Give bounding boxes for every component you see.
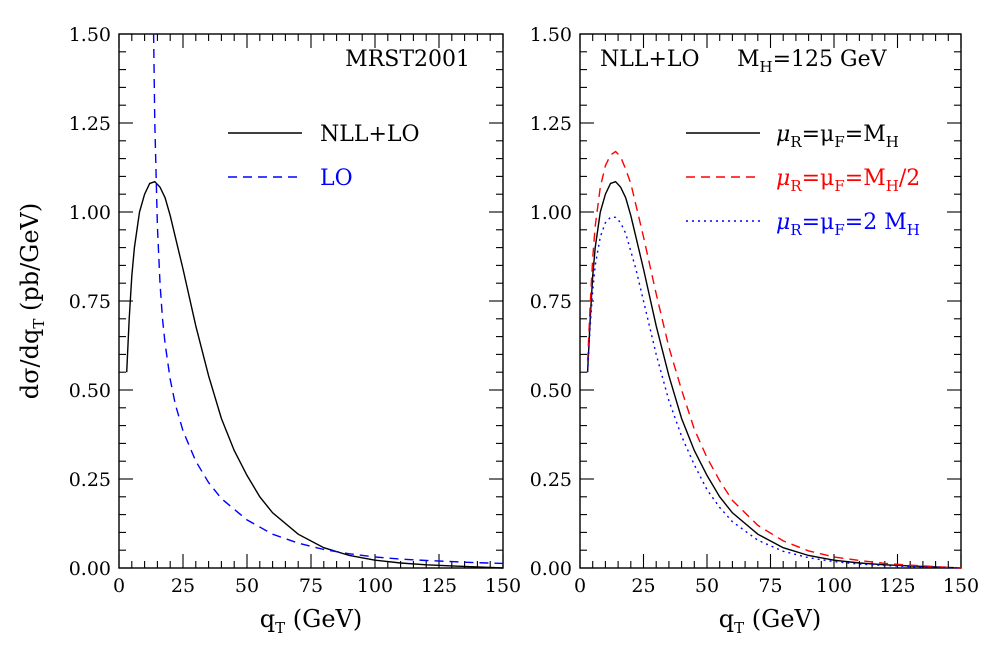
series-line-2 [586,216,962,569]
right-curves [586,150,962,569]
right-panel: 0 25 50 75 100 125 150 0.00 0.25 0.50 0.75 1.00 1.25… [530,24,979,637]
series-line-1 [586,150,962,569]
left-ticks: 0 25 50 75 100 125 150 0.00 0.25 0.50 0.75 1.00 1.25… [69,24,521,597]
legend-label-half-scale: μR=μF=MH/2 [776,166,920,195]
y-tick-label: 1.00 [530,202,572,224]
right-legend: μR=μF=MH μR=μF=MH/2 μR=μF=2 MH [686,122,920,239]
x-tick-label: 75 [299,575,323,597]
x-tick-label: 100 [816,575,852,597]
x-tick-label: 75 [758,575,782,597]
left-y-axis-title: dσ/dqT (pb/GeV) [16,203,48,399]
legend-label-double-scale: μR=μF=2 MH [776,210,920,239]
y-tick-label: 1.25 [530,113,572,135]
right-ticks: 0 25 50 75 100 125 150 0.00 0.25 0.50 0.75 1.00 1.25… [530,24,979,597]
right-panel-title: NLL+LO [600,47,700,72]
x-tick-label: 100 [357,575,393,597]
y-tick-label: 1.50 [69,24,111,46]
right-panel-mass-label: MH=125 GeV [737,47,888,76]
y-tick-label: 0.50 [69,380,111,402]
left-panel: 0 25 50 75 100 125 150 0.00 0.25 0.50 0.75 1.00 1.25… [16,24,521,637]
y-tick-label: 0.25 [530,469,572,491]
left-legend: NLL+LO LO [228,122,420,191]
left-x-axis-title: qT (GeV) [260,605,362,637]
left-curves [126,33,504,569]
left-panel-title: MRST2001 [345,47,470,72]
legend-label-central-scale: μR=μF=MH [776,122,899,151]
y-tick-label: 1.25 [69,113,111,135]
x-tick-label: 50 [695,575,719,597]
y-tick-label: 0.75 [69,291,111,313]
y-tick-label: 0.75 [530,291,572,313]
x-tick-label: 0 [113,575,125,597]
y-tick-label: 0.00 [530,558,572,580]
y-tick-label: 0.25 [69,469,111,491]
right-x-axis-title: qT (GeV) [719,605,821,637]
left-plot-frame [118,33,504,569]
series-line-0 [126,180,504,569]
series-line-1 [152,33,504,565]
x-tick-label: 125 [421,575,457,597]
legend-label-lo: LO [320,166,353,191]
y-tick-label: 1.50 [530,24,572,46]
x-tick-label: 150 [943,575,979,597]
series-line-0 [586,180,962,569]
y-tick-label: 1.00 [69,202,111,224]
legend-label-nll-lo: NLL+LO [320,122,420,147]
x-tick-label: 25 [631,575,655,597]
x-tick-label: 25 [171,575,195,597]
right-plot-frame [579,33,962,569]
y-tick-label: 0.50 [530,380,572,402]
x-tick-label: 0 [574,575,586,597]
y-tick-label: 0.00 [69,558,111,580]
x-tick-label: 125 [879,575,915,597]
x-tick-label: 150 [485,575,521,597]
x-tick-label: 50 [235,575,259,597]
